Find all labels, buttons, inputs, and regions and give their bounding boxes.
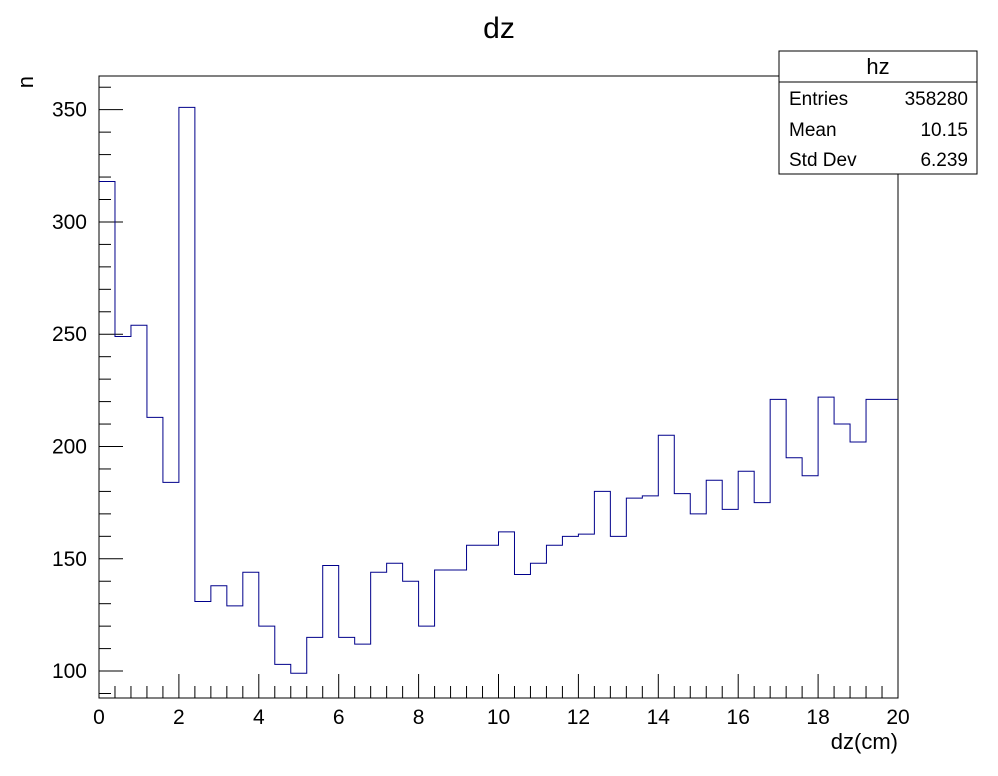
histogram-bin [514, 574, 530, 698]
histogram-bin [562, 536, 578, 698]
stats-entries-label: Entries [789, 89, 848, 110]
histogram-bin [802, 476, 818, 698]
histogram-bin [738, 471, 754, 698]
histogram-bin [227, 606, 243, 698]
stats-box-name: hz [866, 54, 889, 79]
stats-mean-label: Mean [789, 120, 837, 141]
x-axis: 0 2 4 6 8 10 12 14 16 18 20 [93, 674, 910, 729]
histogram-bin [818, 397, 834, 698]
x-tick-label: 2 [173, 706, 185, 729]
x-axis-label: dz(cm) [831, 729, 898, 754]
histogram-bin [211, 586, 227, 698]
histogram-bin [722, 509, 738, 698]
histogram-bin [339, 637, 355, 698]
x-tick-label: 18 [806, 706, 829, 729]
histogram-bin [419, 626, 435, 698]
histogram-bin [834, 424, 850, 698]
x-tick-label: 20 [886, 706, 909, 729]
histogram-bin [355, 644, 371, 698]
y-tick-label: 250 [52, 323, 87, 346]
y-axis-label: n [13, 76, 38, 88]
x-tick-label: 8 [413, 706, 425, 729]
stats-stddev-value: 6.239 [920, 150, 968, 171]
histogram-bin [770, 399, 786, 698]
y-tick-label: 300 [52, 211, 87, 234]
histogram-bin [371, 572, 387, 698]
histogram-bin [99, 182, 115, 698]
y-axis: 100 150 200 250 300 350 [52, 86, 123, 695]
x-tick-label: 4 [253, 706, 265, 729]
histogram-bin [594, 491, 610, 698]
stats-entries-value: 358280 [905, 89, 968, 110]
histogram-bin [866, 399, 882, 698]
histogram-bin [323, 566, 339, 698]
stats-stddev-label: Std Dev [789, 150, 857, 171]
histogram-bin [259, 626, 275, 698]
x-tick-label: 0 [93, 706, 105, 729]
histogram-bin [786, 458, 802, 698]
histogram-bin [706, 480, 722, 698]
histogram-bin [610, 536, 626, 698]
histogram-bin [243, 572, 259, 698]
histogram-bin [291, 673, 307, 698]
histogram-bin [546, 545, 562, 698]
stats-mean-value: 10.15 [920, 120, 968, 141]
histogram-bin [195, 601, 211, 698]
x-tick-label: 6 [333, 706, 345, 729]
histogram-series-line [99, 106, 898, 674]
x-tick-label: 14 [647, 706, 671, 729]
x-tick-label: 10 [487, 706, 510, 729]
stats-box: hz Entries 358280 Mean 10.15 Std Dev 6.2… [778, 50, 978, 175]
histogram-bin [850, 442, 866, 698]
histogram-bin [307, 637, 323, 698]
histogram-bin [403, 581, 419, 698]
histogram-bin [115, 336, 131, 698]
chart-title: dz [483, 12, 515, 45]
y-tick-label: 100 [52, 660, 87, 683]
histogram-bin [163, 482, 179, 698]
histogram-bin [642, 496, 658, 698]
stats-box-frame [778, 50, 978, 175]
histogram-bin [435, 570, 451, 698]
y-tick-label: 350 [52, 99, 87, 122]
x-tick-label: 12 [567, 706, 590, 729]
histogram-bin [451, 570, 467, 698]
histogram-bin [147, 417, 163, 698]
histogram-bin [530, 563, 546, 698]
histogram-bin [674, 494, 690, 698]
histogram-bin [690, 514, 706, 698]
histogram-bin [275, 664, 291, 698]
histogram-bin [754, 503, 770, 698]
histogram-bin [131, 325, 147, 698]
y-tick-label: 150 [52, 548, 87, 571]
y-tick-label: 200 [52, 436, 87, 459]
histogram-bin [483, 545, 499, 698]
x-tick-label: 16 [727, 706, 750, 729]
histogram-bin [499, 532, 515, 698]
histogram-bin [658, 435, 674, 698]
histogram-bin [578, 534, 594, 698]
histogram-bin [387, 563, 403, 698]
histogram-bin [467, 545, 483, 698]
histogram-bin [626, 498, 642, 698]
histogram-bin [179, 107, 195, 698]
histogram-bin [882, 399, 898, 698]
